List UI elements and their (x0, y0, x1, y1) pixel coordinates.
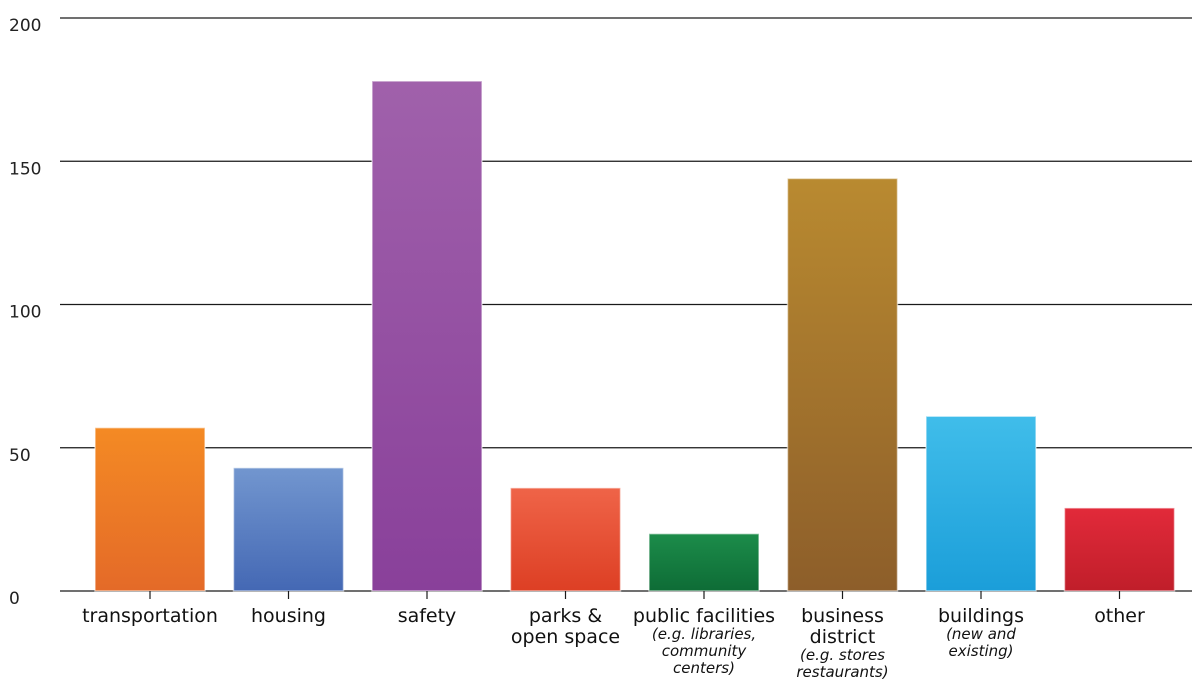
y-tick-label-100: 100 (9, 303, 41, 323)
bar-buildings (925, 415, 1037, 592)
bar-other (1063, 507, 1176, 592)
category-label-business-district: business (801, 605, 884, 627)
bar-public-facilities (648, 532, 760, 592)
category-label-buildings: buildings (938, 605, 1024, 627)
bar-business-district (786, 177, 899, 592)
category-label-business-district: district (810, 626, 876, 648)
y-tick-label-0: 0 (9, 589, 20, 609)
category-sublabel-buildings: existing) (948, 642, 1013, 660)
y-tick-label-50: 50 (9, 446, 31, 466)
category-label-housing: housing (251, 605, 326, 627)
bar-safety (371, 80, 483, 592)
bar-housing (232, 467, 345, 592)
x-axis-ticks (149, 591, 1121, 599)
y-tick-label-200: 200 (9, 16, 41, 36)
bars (94, 80, 1176, 592)
category-label-transportation: transportation (82, 605, 218, 627)
y-tick-label-150: 150 (9, 159, 41, 179)
category-labels: transportation housing safety parks &open s… (82, 605, 1145, 681)
category-sublabel-business-district: restaurants) (796, 663, 888, 681)
category-sublabel-buildings: (new and (946, 625, 1016, 643)
category-label-parks-open-space: parks & (529, 605, 602, 627)
category-label-other: other (1094, 605, 1145, 627)
y-axis-tick-labels: 0 50 100 150 200 (9, 16, 41, 609)
category-sublabel-business-district: (e.g. stores (800, 646, 885, 664)
category-label-safety: safety (398, 605, 457, 627)
category-label-public-facilities: public facilities (633, 605, 775, 627)
category-sublabel-public-facilities: (e.g. libraries, (652, 625, 756, 643)
bar-parks-open-space (509, 487, 622, 592)
category-sublabel-public-facilities: centers) (673, 659, 735, 677)
category-label-parks-open-space: open space (511, 626, 620, 648)
category-sublabel-public-facilities: community (662, 642, 748, 660)
bar-transportation (94, 426, 206, 592)
